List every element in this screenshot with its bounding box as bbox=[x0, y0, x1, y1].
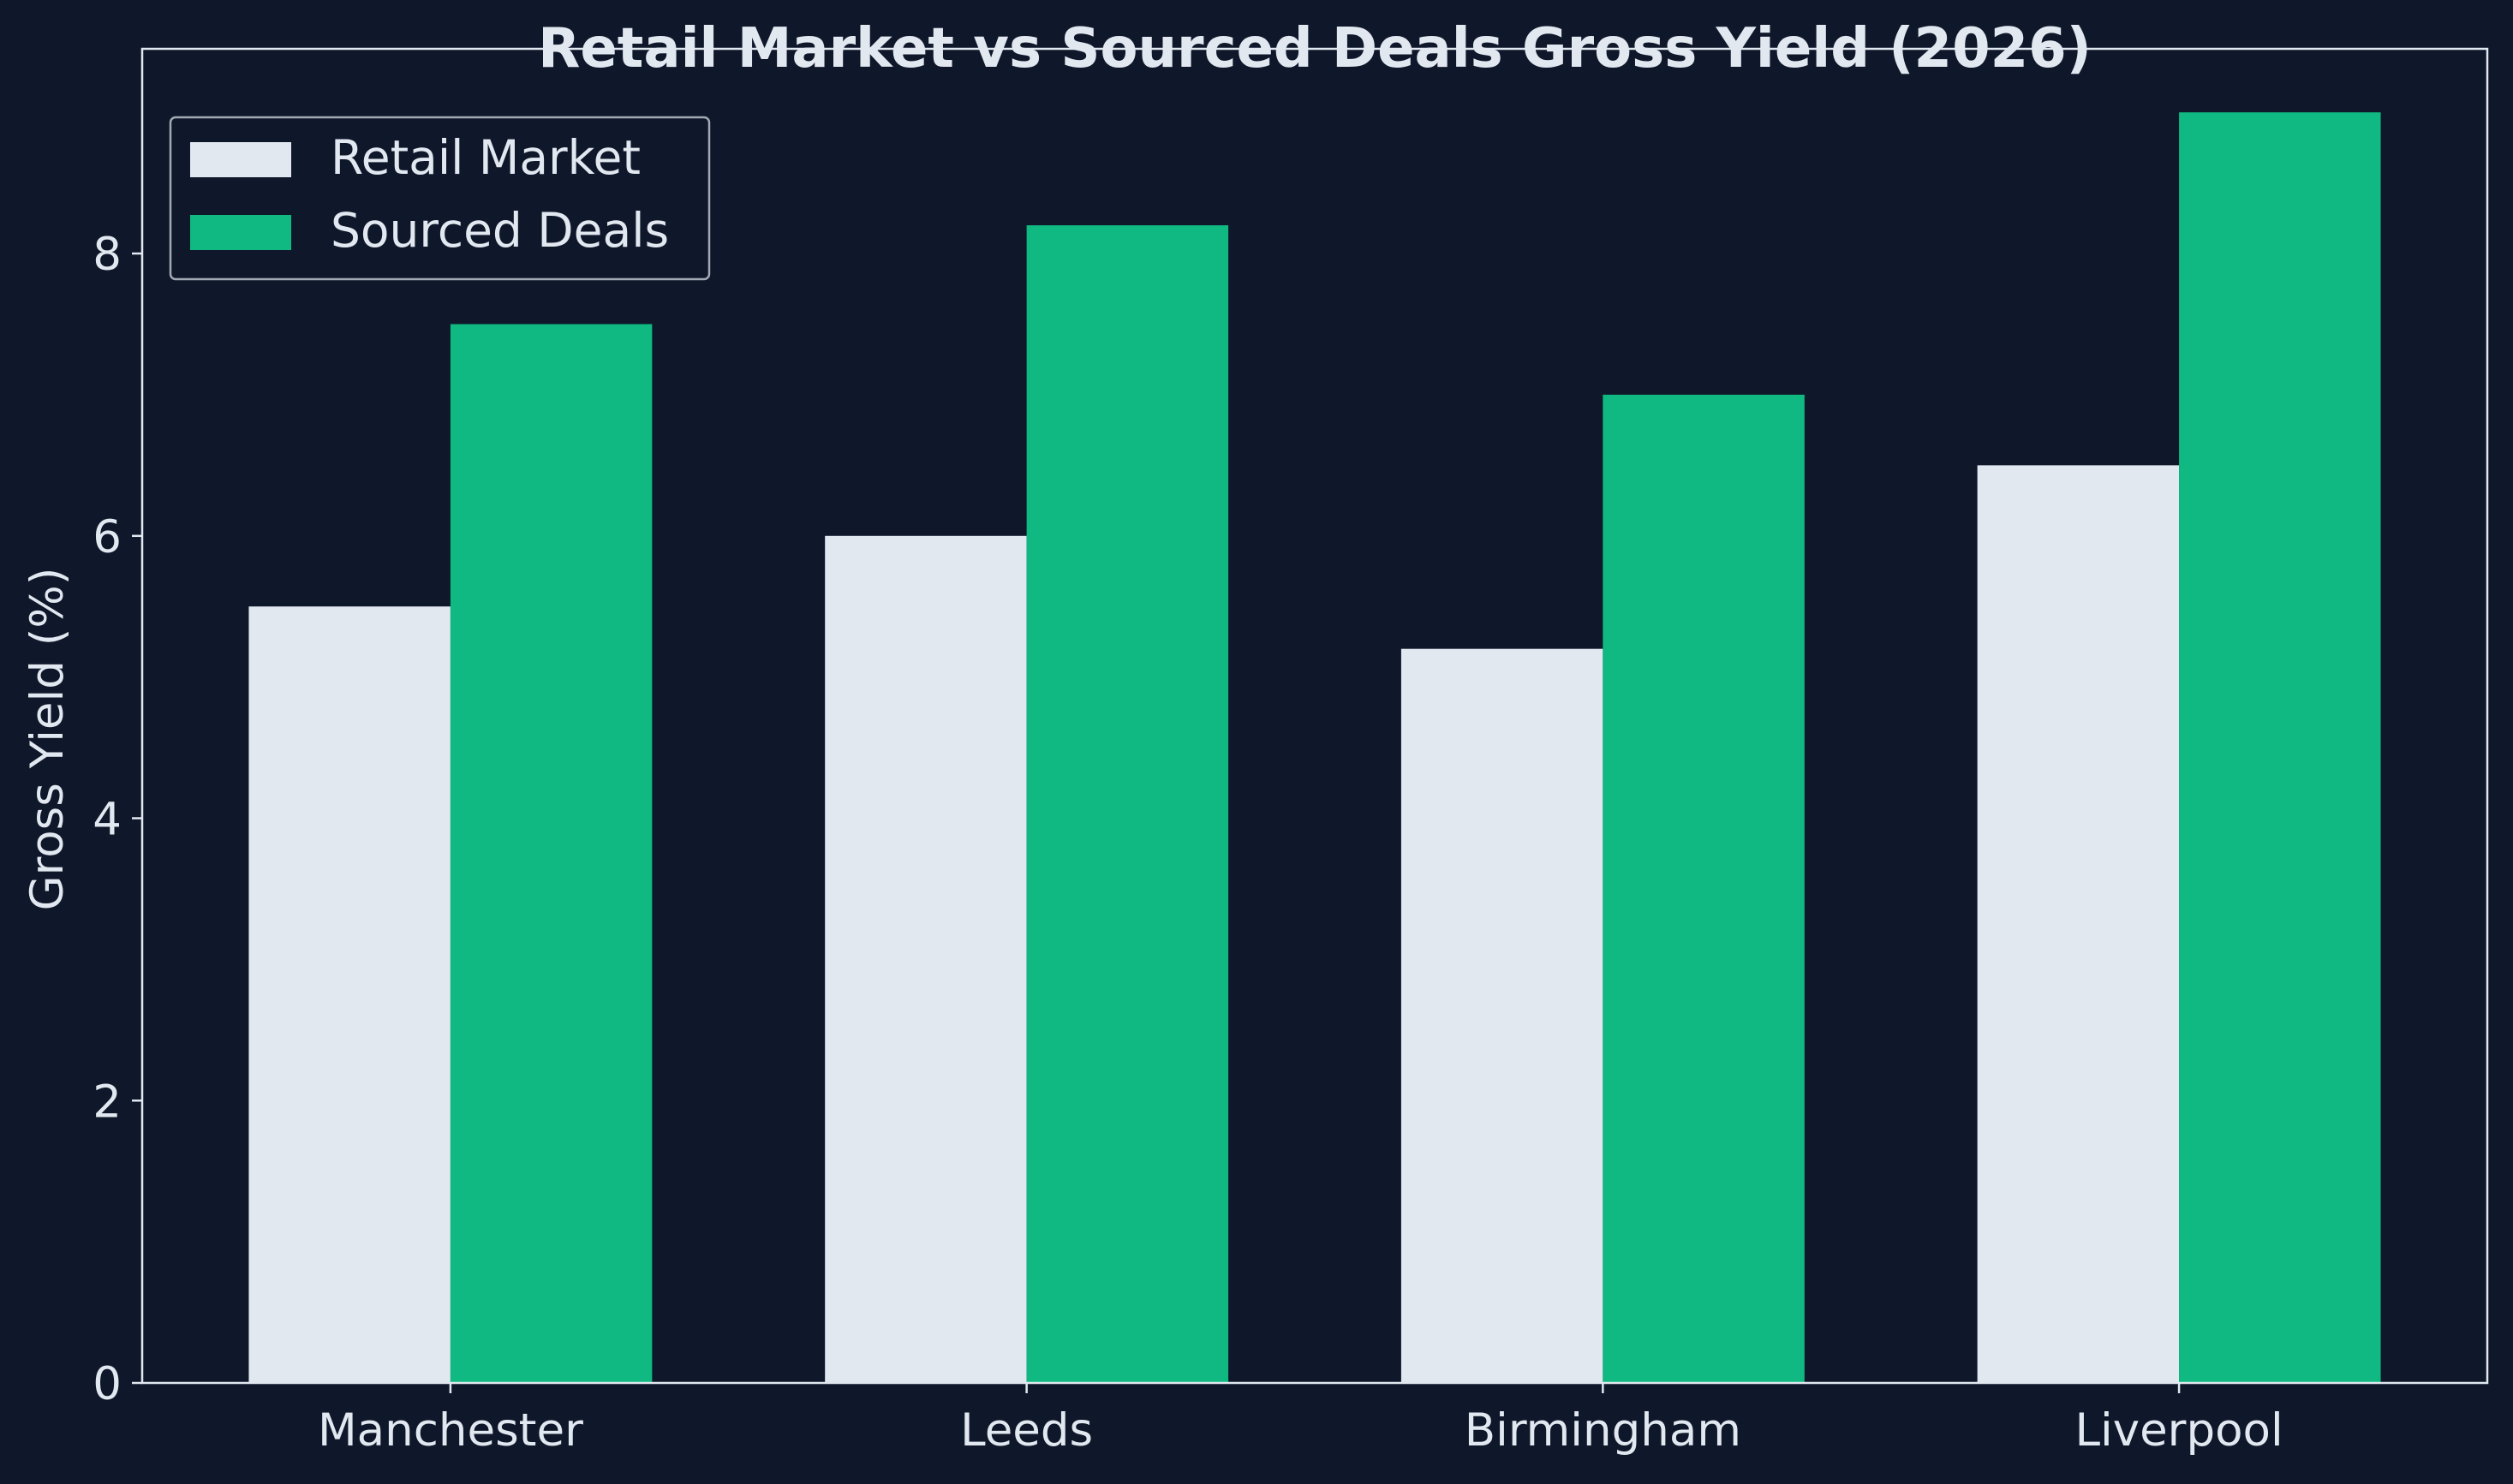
x-axis: Manchester Leeds Birmingham Liverpool bbox=[318, 1383, 2283, 1457]
legend-box bbox=[169, 116, 711, 281]
y-tick-label: 2 bbox=[93, 1076, 122, 1128]
bar-retail-market-liverpool bbox=[1977, 465, 2180, 1383]
bar-sourced-deals-manchester bbox=[450, 324, 653, 1383]
legend: Retail Market Sourced Deals bbox=[169, 116, 711, 281]
legend-label-sourced-deals: Sourced Deals bbox=[331, 203, 669, 258]
bar-retail-market-birmingham bbox=[1400, 648, 1603, 1383]
x-tick-label-liverpool: Liverpool bbox=[2074, 1404, 2283, 1457]
y-tick-label: 4 bbox=[93, 794, 122, 846]
x-tick-label-manchester: Manchester bbox=[318, 1404, 583, 1457]
y-axis: 0 2 4 6 8 bbox=[93, 229, 142, 1410]
y-axis-label: Gross Yield (%) bbox=[21, 568, 74, 911]
plot-area bbox=[248, 112, 2381, 1384]
x-tick-label-leeds: Leeds bbox=[960, 1404, 1093, 1457]
bar-sourced-deals-birmingham bbox=[1603, 394, 1805, 1384]
legend-label-retail-market: Retail Market bbox=[331, 130, 641, 185]
legend-swatch-sourced-deals bbox=[190, 215, 291, 250]
y-tick-label: 8 bbox=[93, 229, 122, 281]
plot-frame bbox=[140, 47, 2489, 1385]
bar-retail-market-manchester bbox=[248, 606, 451, 1383]
x-tick-label-birmingham: Birmingham bbox=[1465, 1404, 1741, 1457]
legend-swatch-retail-market bbox=[190, 142, 291, 177]
y-tick-label: 0 bbox=[93, 1358, 122, 1410]
y-tick-label: 6 bbox=[93, 511, 122, 563]
bar-sourced-deals-liverpool bbox=[2179, 112, 2381, 1384]
bar-sourced-deals-leeds bbox=[1026, 225, 1229, 1383]
bar-retail-market-leeds bbox=[825, 535, 1027, 1383]
